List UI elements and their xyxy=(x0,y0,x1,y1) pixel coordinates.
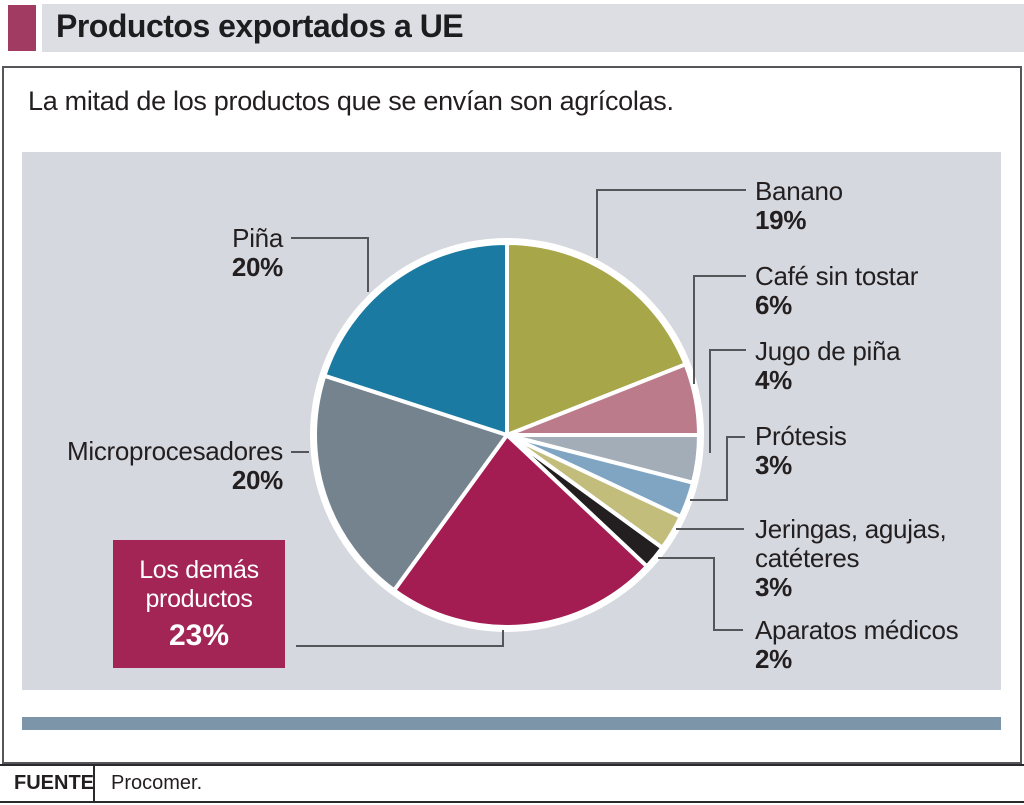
highlight-box-los-demas: Los demás productos 23% xyxy=(113,540,285,668)
slice-name: Jeringas, agujas, catéteres xyxy=(755,514,947,573)
pie-slice-0 xyxy=(505,241,688,437)
slice-name: Café sin tostar xyxy=(755,261,919,291)
slice-label-aparatos: Aparatos médicos 2% xyxy=(755,615,959,674)
source-value: Procomer. xyxy=(111,772,203,794)
slice-name: Microprocesadores xyxy=(67,436,283,466)
highlight-pct: 23% xyxy=(168,618,230,652)
slice-pct: 3% xyxy=(755,572,792,602)
slice-label-pina: Piña 20% xyxy=(23,224,283,282)
slice-pct: 6% xyxy=(755,290,792,320)
slice-label-microprocesadores: Microprocesadores 20% xyxy=(23,437,283,495)
slice-label-cafe: Café sin tostar 6% xyxy=(755,262,918,320)
slice-pct: 2% xyxy=(755,644,792,674)
pie-slices xyxy=(313,241,701,629)
slice-label-jugo: Jugo de piña 4% xyxy=(755,336,901,395)
highlight-name: Los demás productos xyxy=(139,555,259,613)
header-bar xyxy=(42,4,1024,52)
callout-line-aparatos xyxy=(658,557,743,631)
slice-pct: 20% xyxy=(231,465,283,495)
callout-line-los-demas xyxy=(296,630,504,647)
pie-slice-8 xyxy=(322,241,509,437)
slice-label-jeringas: Jeringas, agujas, catéteres 3% xyxy=(755,515,970,602)
slice-label-banano: Banano 19% xyxy=(755,177,843,235)
callout-line-jugo xyxy=(709,349,746,453)
source-row: FUENTE Procomer. xyxy=(0,764,1024,803)
subtitle: La mitad de los productos que se envían … xyxy=(28,86,674,116)
source-label: FUENTE xyxy=(0,766,95,801)
divider-bar xyxy=(22,717,1001,730)
callout-lines xyxy=(291,189,746,647)
slice-pct: 20% xyxy=(231,252,283,282)
slice-name: Aparatos médicos xyxy=(755,615,959,645)
slice-pct: 3% xyxy=(755,450,792,480)
slice-name: Prótesis xyxy=(755,421,847,451)
pie-slice-6 xyxy=(392,433,649,629)
slice-label-protesis: Prótesis 3% xyxy=(755,422,847,480)
callout-line-cafe xyxy=(693,275,746,384)
callout-line-protesis xyxy=(690,436,745,501)
pie-slice-7 xyxy=(313,373,509,593)
callout-line-banano xyxy=(596,189,746,258)
page-title: Productos exportados a UE xyxy=(56,8,464,44)
slice-pct: 4% xyxy=(755,365,792,395)
callout-line-pina xyxy=(291,237,369,292)
accent-square xyxy=(8,5,36,51)
slice-pct: 19% xyxy=(755,205,807,235)
slice-name: Piña xyxy=(232,223,283,253)
slice-name: Jugo de piña xyxy=(755,336,901,366)
slice-name: Banano xyxy=(755,176,843,206)
